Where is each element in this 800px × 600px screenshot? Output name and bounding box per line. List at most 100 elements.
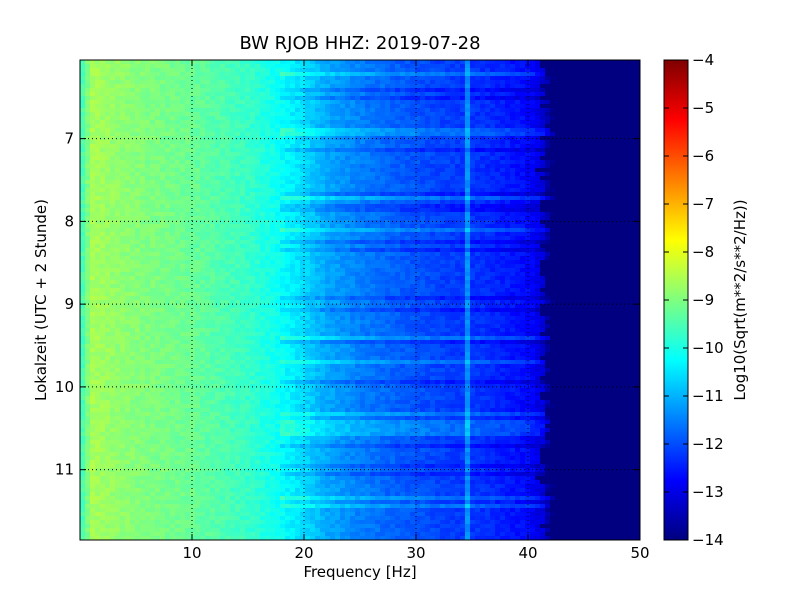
heatmap-cell	[450, 224, 456, 229]
heatmap-cell	[490, 220, 496, 225]
heatmap-cell	[385, 108, 391, 113]
heatmap-cell	[260, 92, 266, 97]
heatmap-cell	[290, 224, 296, 229]
heatmap-cell	[370, 100, 376, 105]
heatmap-cell	[305, 204, 311, 209]
heatmap-cell	[225, 128, 231, 133]
heatmap-cell	[585, 88, 591, 93]
heatmap-cell	[520, 100, 526, 105]
heatmap-cell	[350, 188, 356, 193]
heatmap-cell	[330, 144, 336, 149]
heatmap-cell	[510, 76, 516, 81]
heatmap-cell	[165, 224, 171, 229]
heatmap-cell	[435, 144, 441, 149]
heatmap-cell	[315, 212, 321, 217]
heatmap-cell	[155, 80, 161, 85]
heatmap-cell	[370, 112, 376, 117]
heatmap-cell	[340, 232, 346, 237]
heatmap-cell	[560, 136, 566, 141]
heatmap-cell	[435, 92, 441, 97]
heatmap-cell	[580, 92, 586, 97]
heatmap-cell	[565, 188, 571, 193]
heatmap-cell	[120, 156, 126, 161]
heatmap-cell	[550, 108, 556, 113]
heatmap-cell	[260, 100, 266, 105]
heatmap-cell	[310, 68, 316, 73]
heatmap-cell	[375, 148, 381, 153]
heatmap-cell	[620, 224, 626, 229]
heatmap-cell	[420, 176, 426, 181]
heatmap-cell	[325, 140, 331, 145]
heatmap-cell	[495, 100, 501, 105]
heatmap-cell	[440, 160, 446, 165]
heatmap-cell	[465, 96, 471, 101]
heatmap-cell	[345, 128, 351, 133]
heatmap-cell	[505, 132, 511, 137]
heatmap-cell	[430, 104, 436, 109]
heatmap-cell	[275, 132, 281, 137]
heatmap-cell	[270, 224, 276, 229]
heatmap-cell	[405, 200, 411, 205]
heatmap-cell	[340, 152, 346, 157]
heatmap-cell	[300, 64, 306, 69]
heatmap-cell	[205, 148, 211, 153]
heatmap-cell	[340, 188, 346, 193]
heatmap-cell	[410, 72, 416, 77]
heatmap-cell	[530, 140, 536, 145]
heatmap-cell	[480, 172, 486, 177]
heatmap-cell	[555, 140, 561, 145]
heatmap-cell	[210, 180, 216, 185]
heatmap-cell	[125, 144, 131, 149]
heatmap-cell	[430, 148, 436, 153]
heatmap-cell	[465, 200, 471, 205]
heatmap-cell	[525, 212, 531, 217]
heatmap-cell	[615, 64, 621, 69]
heatmap-cell	[135, 160, 141, 165]
heatmap-cell	[450, 200, 456, 205]
heatmap-cell	[455, 192, 461, 197]
heatmap-cell	[565, 112, 571, 117]
heatmap-cell	[415, 72, 421, 77]
heatmap-cell	[185, 120, 191, 125]
heatmap-cell	[270, 132, 276, 137]
heatmap-cell	[285, 108, 291, 113]
heatmap-cell	[620, 84, 626, 89]
heatmap-cell	[585, 152, 591, 157]
heatmap-cell	[280, 172, 286, 177]
heatmap-cell	[135, 144, 141, 149]
heatmap-cell	[185, 180, 191, 185]
heatmap-cell	[535, 220, 541, 225]
heatmap-cell	[395, 184, 401, 189]
heatmap-cell	[340, 224, 346, 229]
heatmap-cell	[630, 172, 636, 177]
heatmap-cell	[235, 84, 241, 89]
heatmap-cell	[535, 148, 541, 153]
heatmap-cell	[500, 120, 506, 125]
heatmap-cell	[175, 152, 181, 157]
heatmap-cell	[310, 92, 316, 97]
heatmap-cell	[320, 92, 326, 97]
heatmap-cell	[590, 80, 596, 85]
heatmap-cell	[375, 68, 381, 73]
heatmap-cell	[565, 120, 571, 125]
heatmap-cell	[475, 180, 481, 185]
heatmap-cell	[285, 60, 291, 65]
heatmap-cell	[410, 176, 416, 181]
heatmap-cell	[560, 204, 566, 209]
heatmap-cell	[440, 88, 446, 93]
heatmap-cell	[90, 120, 96, 125]
heatmap-cell	[505, 140, 511, 145]
heatmap-cell	[315, 236, 321, 241]
heatmap-cell	[225, 124, 231, 129]
heatmap-cell	[90, 160, 96, 165]
heatmap-cell	[240, 164, 246, 169]
heatmap-cell	[295, 88, 301, 93]
heatmap-cell	[490, 132, 496, 137]
heatmap-cell	[360, 208, 366, 213]
heatmap-cell	[110, 104, 116, 109]
heatmap-cell	[270, 96, 276, 101]
heatmap-cell	[365, 156, 371, 161]
heatmap-cell	[350, 76, 356, 81]
heatmap-cell	[95, 84, 101, 89]
heatmap-cell	[515, 140, 521, 145]
